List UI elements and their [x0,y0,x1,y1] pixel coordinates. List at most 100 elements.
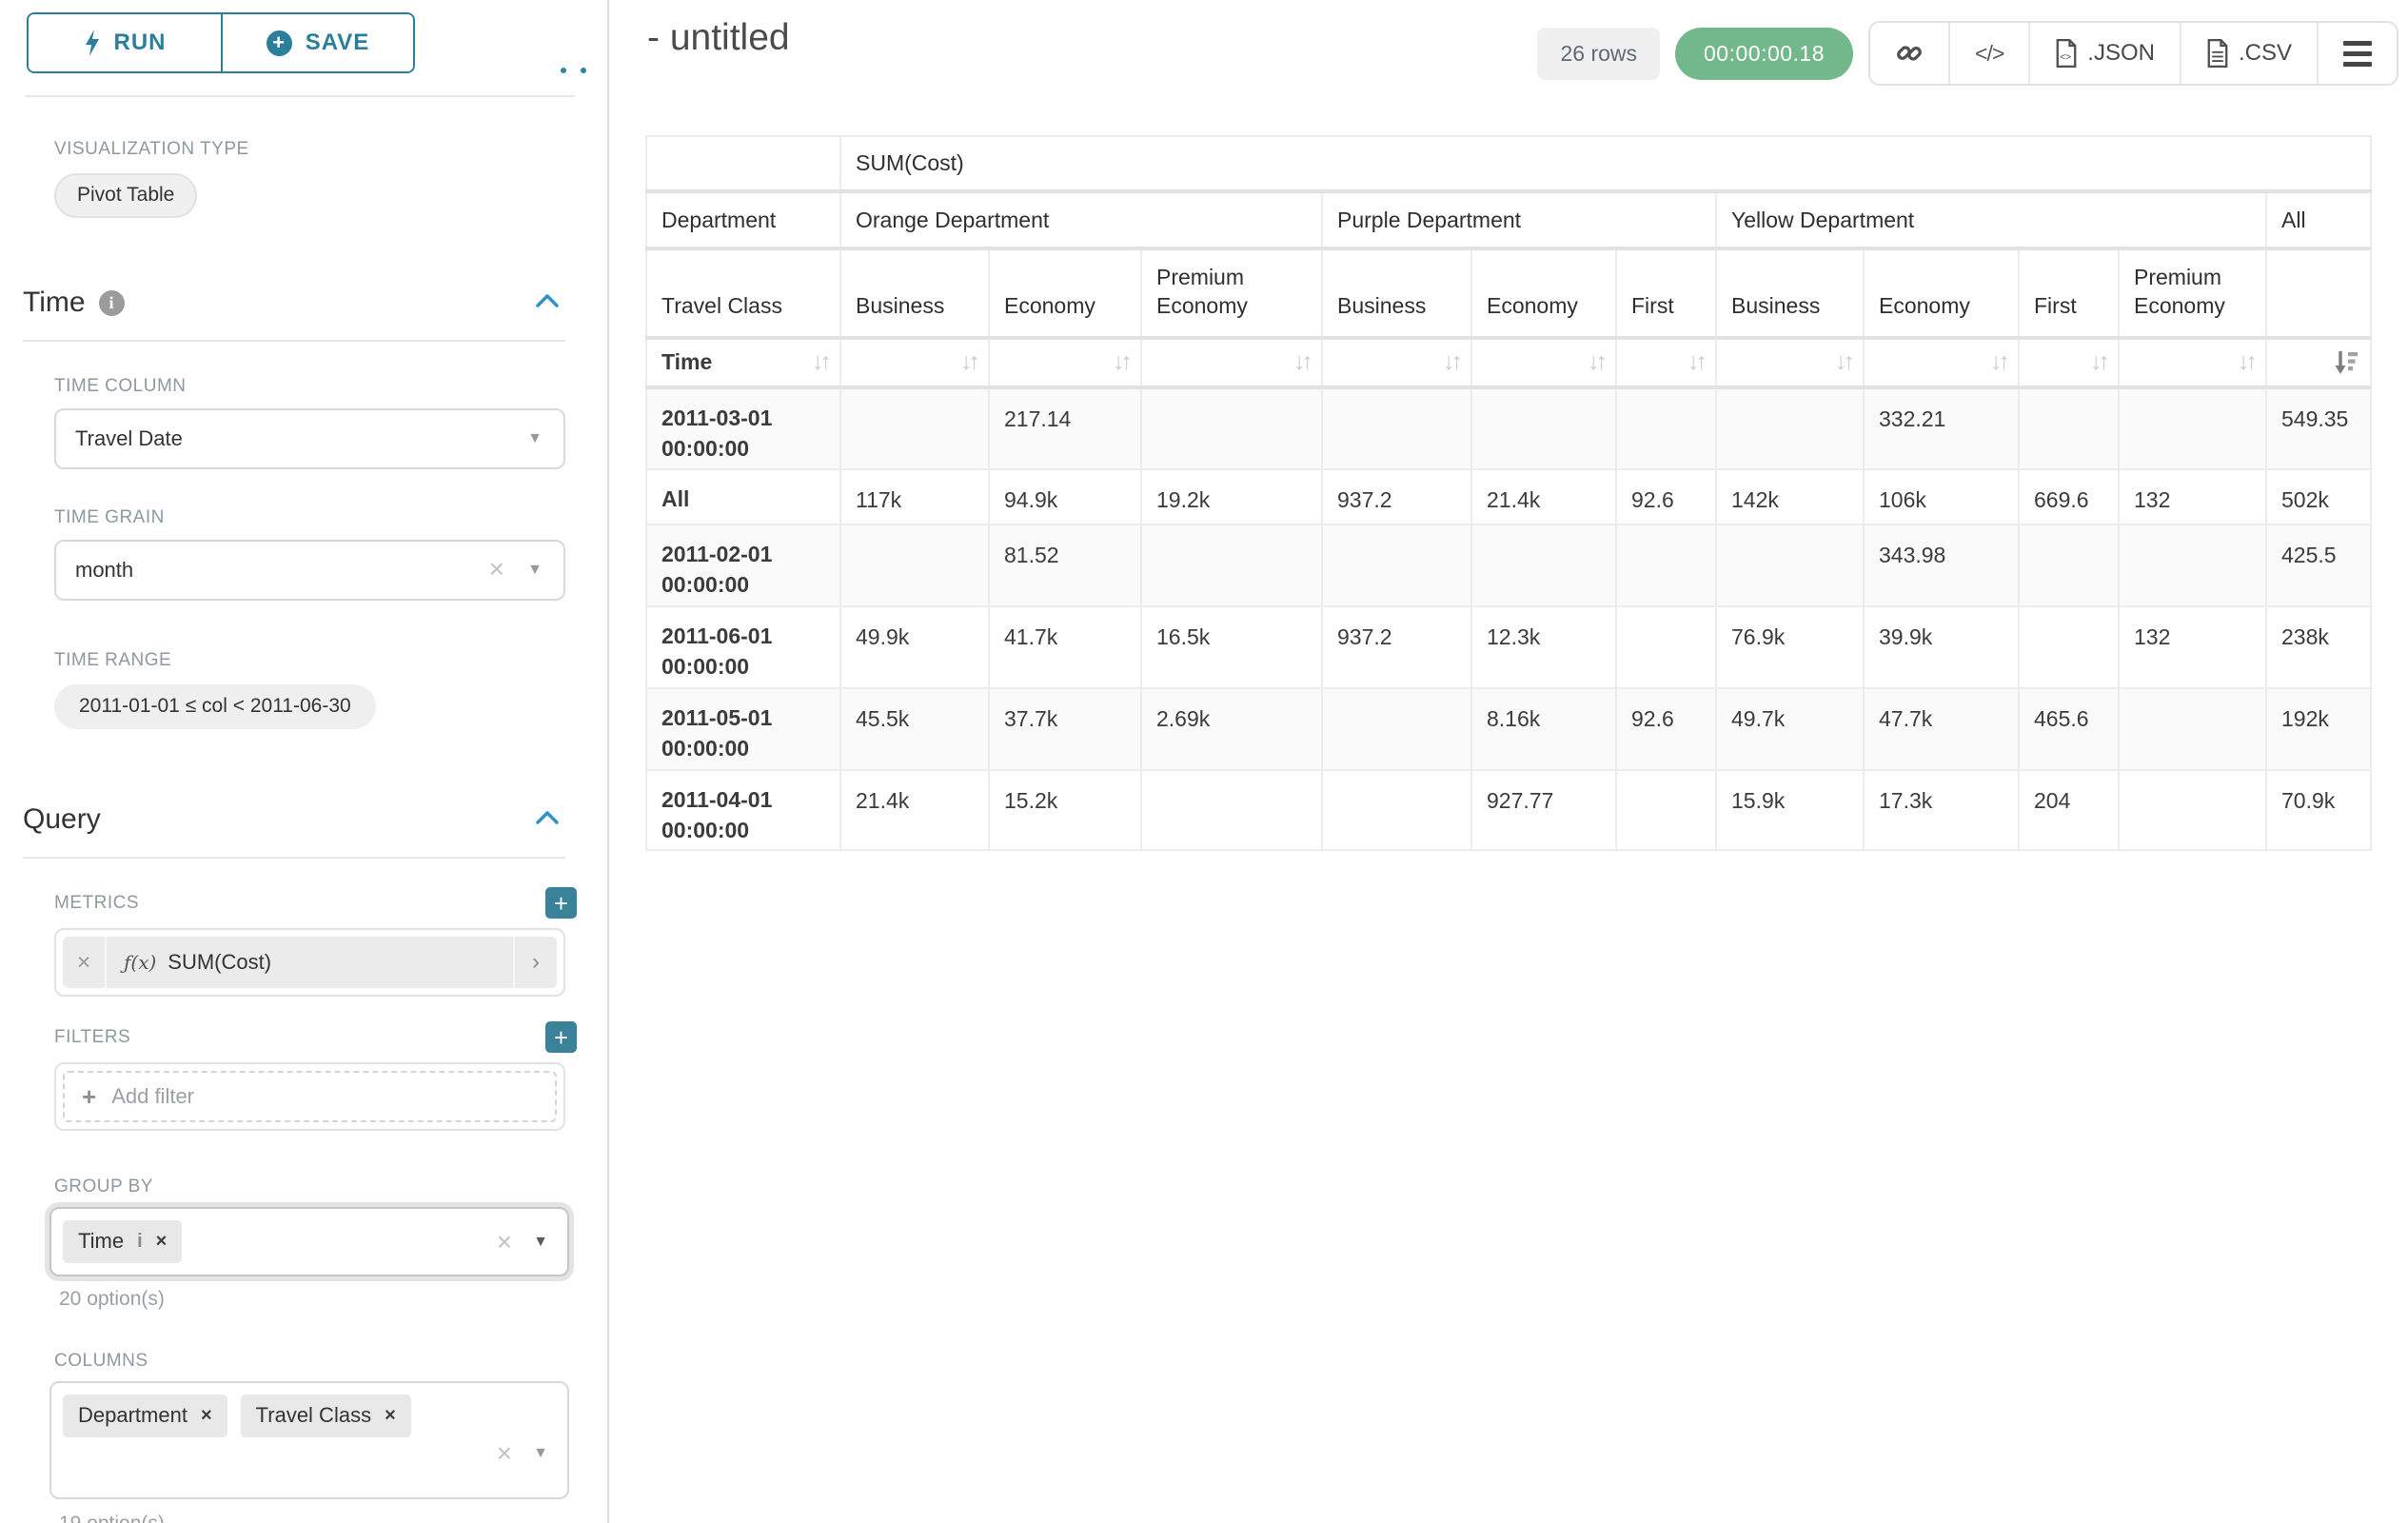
save-button[interactable]: + SAVE [221,14,413,71]
value-cell [1715,523,1865,607]
filters-label-row: FILTERS + [23,1021,577,1053]
metric-name: SUM(Cost) [168,950,272,974]
time-grain-label: TIME GRAIN [54,507,165,527]
row-label-cell: 2011-05-01 00:00:00 [645,686,841,771]
travel-class-header: Economy [1470,247,1617,340]
value-cell: 81.52 [988,523,1142,607]
value-cell: 37.7k [988,686,1142,771]
value-cell: 45.5k [839,686,990,771]
value-cell [1615,386,1717,470]
value-cell: 76.9k [1715,604,1865,689]
columns-chip-travel-class[interactable]: Travel Class × [240,1394,411,1437]
value-cell [1615,768,1717,851]
chart-title[interactable]: - untitled [647,17,790,58]
json-file-icon: <> [2056,39,2077,68]
sort-icon[interactable]: ↓↑ [960,348,980,376]
query-section-header[interactable]: Query [23,803,565,836]
chevron-up-icon[interactable] [535,293,560,313]
csv-file-icon [2207,39,2228,68]
value-cell: 106k [1863,467,2020,525]
remove-chip-icon[interactable]: × [385,1404,396,1426]
more-options-button[interactable] [2317,23,2397,84]
value-cell [2118,686,2267,771]
row-total-cell: 238k [2265,604,2372,689]
columns-select[interactable]: Department × Travel Class × × ▼ [49,1381,569,1499]
travel-class-header: Premium Economy [1140,247,1323,340]
travel-class-header: First [1615,247,1717,340]
sort-icon[interactable]: ↓↑ [1835,348,1855,376]
sort-icon[interactable]: ↓↑ [1688,348,1707,376]
caret-down-icon[interactable]: ▼ [533,1233,548,1250]
group-by-select[interactable]: Time i × × ▼ [49,1207,569,1276]
value-cell: 937.2 [1321,604,1472,689]
travel-class-header: Economy [1863,247,2020,340]
visualization-type-pill[interactable]: Pivot Table [54,173,198,218]
value-cell: 343.98 [1863,523,2020,607]
row-total-cell: 192k [2265,686,2372,771]
time-range-pill[interactable]: 2011-01-01 ≤ col < 2011-06-30 [54,684,376,729]
department-group-header: All [2265,190,2372,250]
value-cell: 132 [2118,467,2267,525]
time-column-select[interactable]: Travel Date ▼ [54,408,565,469]
remove-metric-icon[interactable]: × [63,937,107,988]
value-cell: 15.9k [1715,768,1865,851]
sort-icon[interactable]: ↓↑ [1588,348,1608,376]
row-label-cell: 2011-04-01 00:00:00 [645,768,841,851]
remove-chip-icon[interactable]: × [155,1230,168,1252]
chevron-up-icon[interactable] [535,810,560,830]
value-cell [2018,386,2120,470]
group-by-chip-time[interactable]: Time i × [63,1220,183,1263]
value-cell: 94.9k [988,467,1142,525]
clear-icon[interactable]: × [488,554,504,584]
row-dim-header: Department [645,190,841,250]
clear-all-icon[interactable]: × [496,1226,513,1256]
sort-icon[interactable]: ↓↑ [1113,348,1133,376]
group-by-label: GROUP BY [54,1177,153,1197]
travel-class-header: Business [1715,247,1865,340]
value-cell [2118,386,2267,470]
remove-chip-icon[interactable]: × [200,1404,212,1426]
sort-icon[interactable]: ↓↑ [1443,348,1463,376]
value-cell [1615,604,1717,689]
metrics-label-row: METRICS + [23,887,577,919]
value-cell [1321,686,1472,771]
filters-label: FILTERS [54,1026,131,1047]
chevron-right-icon[interactable]: › [513,937,557,988]
add-metric-button[interactable]: + [545,887,577,919]
export-button-group: </> <> .JSON .CSV [1868,21,2398,86]
export-json-button[interactable]: <> .JSON [2028,23,2180,84]
sort-icon[interactable]: ↓↑ [812,348,832,376]
sort-desc-active-icon[interactable] [2334,349,2359,375]
control-panel-sidebar: Chart Type RUN + SAVE VISUALIZATION TYPE… [0,0,626,1523]
divider [25,95,575,97]
value-cell [1140,386,1323,470]
value-cell: 49.9k [839,604,990,689]
time-column-label: TIME COLUMN [54,376,187,396]
copy-link-button[interactable] [1870,23,1949,84]
add-filter-button[interactable]: + Add filter [63,1071,557,1122]
control-panel-scroll[interactable]: VISUALIZATION TYPE Pivot Table Time i TI… [0,97,607,1523]
time-grain-select[interactable]: month × ▼ [54,540,565,601]
run-button[interactable]: RUN [29,14,221,71]
metric-chip[interactable]: × ƒ(x) SUM(Cost) › [63,937,557,988]
sort-icon[interactable]: ↓↑ [1293,348,1313,376]
plus-circle-icon: + [266,30,292,56]
sort-icon[interactable]: ↓↑ [2090,348,2110,376]
sort-icon[interactable]: ↓↑ [2238,348,2258,376]
caret-down-icon[interactable]: ▼ [533,1445,548,1462]
value-cell: 669.6 [2018,467,2120,525]
export-csv-button[interactable]: .CSV [2179,23,2317,84]
clear-all-icon[interactable]: × [496,1438,513,1469]
sort-icon[interactable]: ↓↑ [1990,348,2010,376]
value-cell: 41.7k [988,604,1142,689]
lightning-icon [85,30,99,56]
row-label-cell: 2011-02-01 00:00:00 [645,523,841,607]
add-filter-plus-button[interactable]: + [545,1021,577,1053]
embed-code-button[interactable]: </> [1948,23,2029,84]
metric-header-cell: SUM(Cost) [839,135,2372,193]
columns-chip-department[interactable]: Department × [63,1394,227,1437]
value-cell: 2.69k [1140,686,1323,771]
value-cell [1140,523,1323,607]
time-section-header[interactable]: Time i [23,287,565,319]
metrics-box: × ƒ(x) SUM(Cost) › [54,928,565,997]
